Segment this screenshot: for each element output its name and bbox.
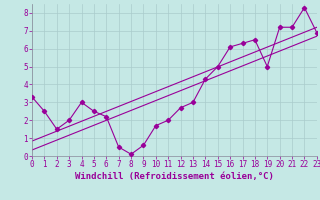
X-axis label: Windchill (Refroidissement éolien,°C): Windchill (Refroidissement éolien,°C) bbox=[75, 172, 274, 181]
